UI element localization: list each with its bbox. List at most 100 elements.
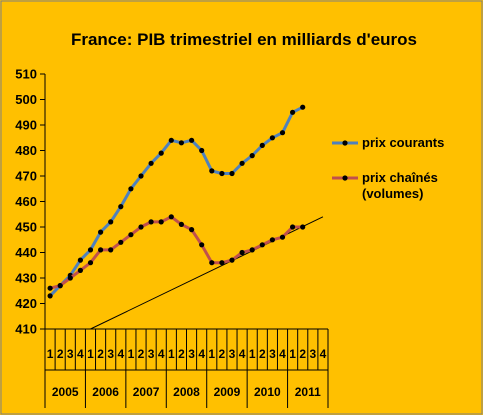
data-point-prix-chaines [87, 260, 94, 266]
y-tick-label: 510 [15, 67, 37, 82]
data-point-prix-chaines [178, 221, 184, 227]
legend-label-prix-courants: prix courants [362, 135, 444, 150]
data-point-prix-courants [209, 168, 215, 174]
x-tick-label-quarter: 3 [188, 347, 195, 361]
y-tick-label: 410 [15, 322, 37, 337]
x-tick-label-quarter: 3 [309, 347, 316, 361]
data-point-prix-courants [219, 170, 225, 177]
data-point-prix-chaines [67, 275, 73, 281]
x-tick-label-quarter: 1 [47, 347, 54, 361]
data-point-prix-chaines [269, 237, 275, 243]
x-tick-label-quarter: 4 [320, 347, 327, 361]
data-point-prix-chaines [199, 242, 205, 248]
x-tick-label-year: 2008 [173, 385, 200, 399]
data-point-prix-courants [178, 140, 184, 146]
data-point-prix-chaines [138, 224, 144, 230]
data-point-prix-chaines [209, 260, 215, 266]
y-tick-label: 440 [15, 245, 37, 260]
data-point-prix-chaines [108, 247, 114, 253]
data-point-prix-courants [168, 137, 174, 143]
plot-lines [47, 104, 324, 330]
x-tick-label-quarter: 3 [229, 347, 236, 361]
data-point-prix-courants [249, 153, 255, 159]
y-tick-label: 450 [15, 220, 37, 235]
data-point-prix-chaines [158, 219, 164, 225]
y-tick-label: 490 [15, 118, 37, 133]
data-point-prix-courants [229, 170, 235, 177]
chart-title: France: PIB trimestriel en milliards d'e… [71, 30, 417, 49]
data-point-prix-courants [158, 150, 164, 156]
data-point-prix-chaines [219, 260, 225, 266]
x-tick-label-quarter: 4 [198, 347, 205, 361]
data-point-prix-chaines [300, 224, 306, 230]
data-point-prix-chaines [239, 249, 245, 256]
data-point-prix-chaines [249, 247, 255, 253]
x-tick-label-year: 2005 [52, 385, 79, 399]
data-point-prix-chaines [148, 219, 154, 225]
x-tick-label-quarter: 1 [168, 347, 175, 361]
x-tick-label-year: 2010 [254, 385, 281, 399]
x-tick-label-quarter: 1 [249, 347, 256, 361]
data-point-prix-courants [77, 257, 83, 263]
x-tick-label-quarter: 2 [259, 347, 266, 361]
x-tick-label-quarter: 2 [57, 347, 64, 361]
legend-marker-prix-courants [342, 140, 348, 146]
data-point-prix-courants [138, 173, 144, 179]
x-tick-label-quarter: 1 [208, 347, 215, 361]
data-point-prix-courants [87, 247, 94, 253]
data-point-prix-courants [239, 160, 245, 166]
x-tick-label-quarter: 3 [67, 347, 74, 361]
data-point-prix-chaines [57, 283, 63, 289]
y-tick-label: 460 [15, 194, 37, 209]
data-point-prix-courants [98, 229, 104, 235]
data-point-prix-chaines [189, 227, 195, 233]
x-tick-label-quarter: 4 [77, 347, 84, 361]
data-point-prix-courants [279, 130, 286, 136]
x-tick-label-quarter: 4 [279, 347, 286, 361]
data-point-prix-courants [259, 142, 265, 148]
legend: prix courants prix chaînés (volumes) [332, 135, 444, 201]
x-tick-label-quarter: 3 [269, 347, 276, 361]
x-tick-label-year: 2009 [214, 385, 241, 399]
data-point-prix-chaines [229, 257, 235, 263]
data-point-prix-courants [290, 109, 296, 115]
y-tick-label: 500 [15, 92, 37, 107]
data-point-prix-courants [47, 293, 53, 299]
data-point-prix-chaines [98, 247, 104, 253]
data-point-prix-chaines [128, 232, 134, 238]
x-tick-label-quarter: 4 [239, 347, 246, 361]
data-point-prix-chaines [118, 239, 124, 245]
legend-marker-prix-chaines [342, 175, 348, 181]
x-tick-label-quarter: 3 [107, 347, 114, 361]
x-tick-label-quarter: 2 [97, 347, 104, 361]
data-point-prix-chaines [47, 285, 53, 291]
data-point-prix-chaines [279, 234, 286, 240]
y-tick-label: 430 [15, 271, 37, 286]
y-tick-label: 480 [15, 143, 37, 158]
legend-label-prix-chaines: prix chaînés (volumes) [362, 170, 442, 201]
data-point-prix-chaines [259, 242, 265, 248]
y-tick-label: 470 [15, 169, 37, 184]
x-tick-label-quarter: 1 [87, 347, 94, 361]
x-tick-label-quarter: 1 [289, 347, 296, 361]
data-point-prix-courants [199, 147, 205, 154]
data-point-prix-courants [189, 137, 195, 143]
data-point-prix-chaines [168, 214, 174, 220]
data-point-prix-chaines [290, 224, 296, 230]
data-point-prix-courants [108, 219, 114, 225]
data-point-prix-courants [300, 104, 306, 110]
y-tick-label: 420 [15, 296, 37, 311]
x-tick-label-quarter: 3 [148, 347, 155, 361]
x-tick-label-year: 2011 [295, 385, 321, 399]
x-tick-label-year: 2006 [92, 385, 119, 399]
x-tick-label-year: 2007 [133, 385, 160, 399]
x-tick-label-quarter: 4 [158, 347, 165, 361]
x-tick-label-quarter: 2 [219, 347, 226, 361]
data-point-prix-courants [269, 135, 275, 141]
x-tick-label-quarter: 2 [138, 347, 145, 361]
